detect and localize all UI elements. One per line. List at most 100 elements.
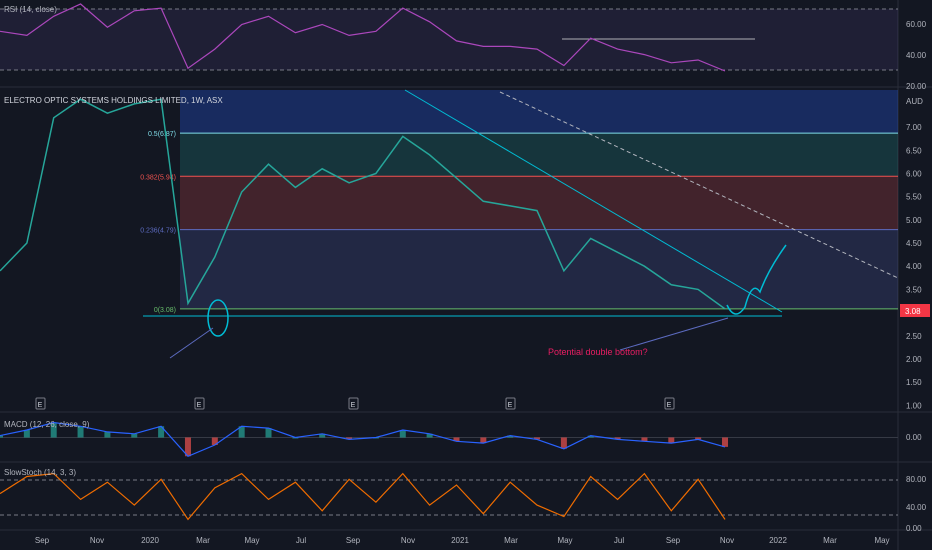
- fib-level-label: 0.5(6.87): [148, 131, 176, 138]
- time-tick-label: Sep: [666, 536, 681, 545]
- macd-histogram-bar: [265, 428, 272, 438]
- price-tick-label: 1.50: [906, 378, 922, 387]
- time-tick-label: Mar: [504, 536, 518, 545]
- earnings-marker[interactable]: [664, 397, 675, 410]
- price-tick-label: 6.00: [906, 169, 922, 178]
- fib-level-label: 0.382(5.94): [140, 174, 176, 181]
- rsi-tick-label: 40.00: [906, 51, 927, 60]
- earnings-marker-label: E: [197, 402, 202, 409]
- macd-histogram-bar: [722, 437, 728, 447]
- stoch-pane: SlowStoch (14, 3, 3) 80.00 40.00 0.00: [0, 468, 927, 533]
- time-tick-label: May: [244, 536, 259, 545]
- macd-histogram-bar: [695, 437, 702, 440]
- macd-histogram-bar: [453, 437, 460, 442]
- time-tick-label: Jul: [296, 536, 306, 545]
- fib-zone: [180, 133, 898, 177]
- price-tick-label: 7.00: [906, 123, 922, 132]
- rsi-tick-label: 20.00: [906, 82, 927, 91]
- earnings-marker[interactable]: [348, 397, 359, 410]
- rsi-label[interactable]: RSI (14, close): [4, 5, 57, 14]
- projected-path: [726, 244, 787, 315]
- time-tick-label: Nov: [401, 536, 415, 545]
- stoch-k-line: [0, 472, 726, 521]
- earnings-marker[interactable]: [35, 397, 46, 410]
- macd-histogram-bar: [238, 426, 245, 438]
- chart-title: ELECTRO OPTIC SYSTEMS HOLDINGS LIMITED, …: [4, 96, 223, 105]
- price-tick-label: 4.00: [906, 262, 922, 271]
- macd-tick-label: 0.00: [906, 433, 922, 442]
- rsi-line: [0, 3, 726, 72]
- time-tick-label: 2020: [141, 536, 159, 545]
- time-tick-label: May: [557, 536, 572, 545]
- fib-zone: [180, 176, 898, 230]
- first-bottom-circle: [207, 299, 229, 337]
- macd-histogram-bar: [158, 426, 165, 438]
- rsi-pane: RSI (14, close) 60.00 40.00 20.00: [0, 3, 927, 91]
- earnings-marker-label: E: [508, 402, 513, 409]
- stoch-label[interactable]: SlowStoch (14, 3, 3): [4, 468, 76, 477]
- time-axis: Sep Nov 2020 Mar May Jul Sep Nov 2021 Mar May Jul Se…: [35, 536, 890, 545]
- price-tick-label: 1.00: [906, 401, 922, 410]
- macd-histogram-bar: [507, 435, 514, 438]
- macd-histogram-bar: [668, 437, 675, 444]
- rsi-tick-label: 60.00: [906, 20, 927, 29]
- macd-histogram-bar: [319, 433, 326, 438]
- stoch-tick-label: 0.00: [906, 524, 922, 533]
- price-tick-label: 2.00: [906, 355, 922, 364]
- macd-histogram-bar: [184, 437, 191, 457]
- macd-histogram-bar: [131, 433, 138, 438]
- earnings-marker-label: E: [667, 402, 672, 409]
- macd-histogram-bar: [77, 426, 84, 438]
- stoch-tick-label: 40.00: [906, 503, 927, 512]
- macd-label[interactable]: MACD (12, 26, close, 9): [4, 420, 90, 429]
- rsi-band: [0, 9, 898, 70]
- currency-label: AUD: [906, 97, 923, 106]
- earnings-marker[interactable]: [505, 397, 516, 410]
- price-series-line: [0, 98, 726, 310]
- time-tick-label: Sep: [35, 536, 50, 545]
- time-tick-label: Sep: [346, 536, 361, 545]
- time-tick-label: 2022: [769, 536, 787, 545]
- earnings-marker-label: E: [38, 402, 43, 409]
- macd-histogram-bar: [0, 435, 3, 438]
- time-tick-label: Nov: [720, 536, 734, 545]
- price-tick-label: 6.50: [906, 146, 922, 155]
- price-tick-label: 2.50: [906, 332, 922, 341]
- macd-histogram-bar: [104, 431, 111, 438]
- macd-histogram-bar: [534, 437, 541, 440]
- macd-histogram-bar: [50, 422, 57, 438]
- time-tick-label: May: [874, 536, 889, 545]
- macd-histogram-bar: [560, 437, 567, 449]
- price-tick-label: 4.50: [906, 239, 922, 248]
- fib-zone: [180, 90, 898, 134]
- macd-histogram-bar: [426, 433, 433, 438]
- time-tick-label: Jul: [614, 536, 624, 545]
- earnings-marker[interactable]: [194, 397, 205, 410]
- price-tick-label: 3.50: [906, 285, 922, 294]
- macd-histogram-bar: [399, 430, 406, 438]
- annotation-text: Potential double bottom?: [548, 347, 648, 357]
- time-tick-label: Mar: [196, 536, 210, 545]
- macd-histogram-bar: [641, 437, 648, 442]
- macd-histogram-bar: [480, 437, 487, 444]
- earnings-marker-label: E: [351, 402, 356, 409]
- macd-histogram-bar: [587, 435, 594, 438]
- last-price-badge: [900, 304, 930, 317]
- stoch-tick-label: 80.00: [906, 475, 927, 484]
- macd-line: [0, 421, 726, 458]
- dashed-resistance-line: [499, 91, 899, 279]
- time-tick-label: Mar: [823, 536, 837, 545]
- macd-histogram-bar: [346, 437, 353, 440]
- macd-pane: MACD (12, 26, close, 9) 0.00: [0, 420, 922, 458]
- price-tick-label: 5.50: [906, 193, 922, 202]
- macd-histogram-bar: [614, 437, 621, 440]
- price-tick-label: 5.00: [906, 216, 922, 225]
- price-pane: 0.5(6.87) 0.382(5.94) 0.236(4.79) 0(3.08) P…: [0, 89, 930, 410]
- macd-histogram-bar: [211, 437, 218, 445]
- pointer-arrow-right: [619, 317, 729, 351]
- last-price-value: 3.08: [905, 307, 921, 316]
- pointer-arrow-left: [169, 327, 214, 359]
- fib-level-label: 0.236(4.79): [140, 228, 176, 235]
